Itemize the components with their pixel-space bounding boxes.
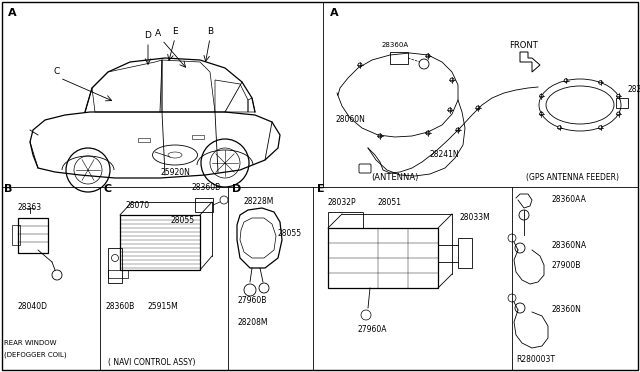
Bar bbox=[120, 215, 200, 270]
Text: B: B bbox=[207, 27, 213, 36]
Text: A: A bbox=[330, 8, 339, 18]
Bar bbox=[616, 98, 628, 108]
Text: D: D bbox=[145, 31, 152, 40]
Text: 28033M: 28033M bbox=[460, 213, 491, 222]
Text: E: E bbox=[317, 184, 324, 194]
Circle shape bbox=[557, 126, 561, 129]
Text: 28228M: 28228M bbox=[244, 197, 275, 206]
Text: 28055: 28055 bbox=[278, 230, 302, 238]
Bar bbox=[108, 248, 122, 283]
Circle shape bbox=[426, 131, 430, 135]
Circle shape bbox=[426, 54, 430, 58]
Bar bbox=[328, 228, 438, 288]
Bar bbox=[18, 218, 48, 253]
Text: (GPS ANTENNA FEEDER): (GPS ANTENNA FEEDER) bbox=[525, 173, 618, 182]
Text: 28032P: 28032P bbox=[328, 198, 356, 207]
Text: A: A bbox=[8, 8, 17, 18]
Text: D: D bbox=[232, 184, 241, 194]
Text: 28208M: 28208M bbox=[238, 318, 269, 327]
Text: 28070: 28070 bbox=[126, 201, 150, 210]
Circle shape bbox=[456, 128, 460, 132]
Text: 28363: 28363 bbox=[18, 203, 42, 212]
Bar bbox=[458, 238, 472, 268]
Text: 25915M: 25915M bbox=[148, 302, 179, 311]
Bar bbox=[328, 212, 363, 228]
Text: 25920N: 25920N bbox=[160, 168, 190, 177]
Text: 28360B: 28360B bbox=[106, 302, 135, 311]
Text: 27960B: 27960B bbox=[238, 296, 268, 305]
Text: 27900B: 27900B bbox=[552, 260, 581, 269]
Text: 28051: 28051 bbox=[378, 198, 402, 207]
Text: 28241M: 28241M bbox=[628, 86, 640, 94]
Circle shape bbox=[448, 108, 452, 112]
Text: 28360B: 28360B bbox=[192, 183, 221, 192]
Circle shape bbox=[358, 63, 362, 67]
Text: ( NAVI CONTROL ASSY): ( NAVI CONTROL ASSY) bbox=[108, 358, 195, 367]
Text: (ANTENNA): (ANTENNA) bbox=[371, 173, 419, 182]
Circle shape bbox=[617, 94, 620, 98]
Circle shape bbox=[540, 112, 543, 116]
Bar bbox=[390, 52, 408, 64]
Text: A: A bbox=[155, 29, 161, 38]
Circle shape bbox=[598, 81, 602, 84]
Text: 28360AA: 28360AA bbox=[552, 196, 587, 205]
Text: 28055: 28055 bbox=[171, 216, 195, 225]
Text: 28360NA: 28360NA bbox=[552, 241, 587, 250]
Bar bbox=[108, 270, 128, 278]
Text: C: C bbox=[54, 67, 60, 76]
Text: 28241N: 28241N bbox=[430, 150, 460, 159]
Bar bbox=[138, 138, 150, 142]
Bar bbox=[195, 198, 213, 212]
Text: 27960A: 27960A bbox=[358, 325, 387, 334]
Circle shape bbox=[617, 112, 620, 116]
Text: 28040D: 28040D bbox=[18, 302, 48, 311]
Text: REAR WINDOW: REAR WINDOW bbox=[4, 340, 56, 346]
Text: C: C bbox=[104, 184, 112, 194]
Circle shape bbox=[450, 78, 454, 82]
Text: (DEFOGGER COIL): (DEFOGGER COIL) bbox=[4, 352, 67, 359]
Text: FRONT: FRONT bbox=[509, 41, 538, 49]
Text: 28360N: 28360N bbox=[552, 305, 582, 314]
Circle shape bbox=[476, 106, 480, 110]
Text: E: E bbox=[172, 27, 178, 36]
Bar bbox=[12, 225, 20, 245]
Circle shape bbox=[564, 79, 568, 82]
Text: 28360A: 28360A bbox=[381, 42, 408, 48]
Text: R280003T: R280003T bbox=[516, 355, 555, 364]
Text: B: B bbox=[4, 184, 12, 194]
Bar bbox=[192, 135, 204, 139]
Circle shape bbox=[540, 94, 543, 98]
Text: 28060N: 28060N bbox=[335, 115, 365, 124]
Circle shape bbox=[378, 134, 382, 138]
Circle shape bbox=[598, 126, 602, 129]
